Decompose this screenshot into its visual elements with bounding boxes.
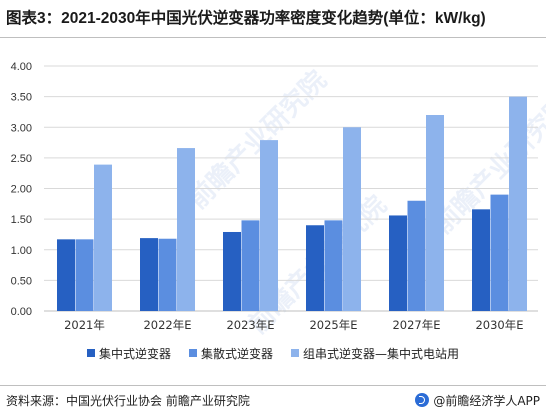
bar xyxy=(343,127,361,311)
chart-title: 图表3：2021-2030年中国光伏逆变器功率密度变化趋势(单位：kW/kg) xyxy=(6,10,486,27)
x-tick-label: 2030年E xyxy=(475,318,523,332)
y-tick-label: 3.50 xyxy=(11,92,32,104)
bar xyxy=(140,238,158,311)
legend-label: 集散式逆变器 xyxy=(200,346,273,361)
title-divider xyxy=(0,37,546,38)
bar xyxy=(241,220,260,311)
y-tick-label: 0.50 xyxy=(11,275,32,287)
bar xyxy=(324,220,343,311)
y-tick-label: 2.00 xyxy=(11,184,32,196)
brand-logo-icon xyxy=(415,393,430,407)
bar xyxy=(75,239,94,311)
brand-label: @前瞻经济学人APP xyxy=(433,393,540,408)
x-tick-label: 2023年E xyxy=(226,318,274,332)
footer: 资料来源：中国光伏行业协会 前瞻产业研究院 @前瞻经济学人APP xyxy=(6,388,540,412)
x-tick-label: 2027年E xyxy=(392,318,440,332)
footer-divider xyxy=(0,385,546,386)
legend-swatch xyxy=(291,349,299,357)
legend-label: 集中式逆变器 xyxy=(98,346,171,361)
source-note: 资料来源：中国光伏行业协会 前瞻产业研究院 xyxy=(6,393,250,408)
legend-label: 组串式逆变器—集中式电站用 xyxy=(303,346,460,361)
y-tick-label: 1.50 xyxy=(11,214,32,226)
bar xyxy=(389,215,407,311)
y-tick-label: 2.50 xyxy=(11,153,32,165)
x-tick-label: 2021年 xyxy=(64,318,105,332)
bar xyxy=(260,140,278,311)
bar xyxy=(426,115,444,311)
legend-swatch xyxy=(86,349,95,357)
bar xyxy=(472,209,490,311)
bar xyxy=(407,200,426,311)
bar xyxy=(177,148,195,311)
bar xyxy=(158,238,177,311)
x-tick-label: 2022年E xyxy=(143,318,191,332)
legend-item: 组串式逆变器—集中式电站用 xyxy=(291,345,459,362)
y-tick-label: 4.00 xyxy=(11,61,32,73)
legend-item: 集中式逆变器 xyxy=(86,345,171,362)
legend-item: 集散式逆变器 xyxy=(188,345,273,362)
bar xyxy=(57,239,75,311)
bar xyxy=(94,164,112,311)
bar xyxy=(509,96,527,311)
bar xyxy=(223,231,241,311)
chart-legend: 集中式逆变器 集散式逆变器 组串式逆变器—集中式电站用 xyxy=(0,344,546,362)
bar-chart: 0.00 0.50 1.00 1.50 2.00 2.50 3.00 3.50 4.00 2021… xyxy=(11,61,538,332)
brand: @前瞻经济学人APP xyxy=(415,392,540,409)
bar xyxy=(306,225,324,311)
legend-swatch xyxy=(188,349,197,357)
x-tick-label: 2025年E xyxy=(309,318,357,332)
y-tick-label: 3.00 xyxy=(11,122,32,134)
y-tick-label: 0.00 xyxy=(11,306,32,318)
bar xyxy=(490,194,509,311)
y-tick-label: 1.00 xyxy=(11,245,32,257)
